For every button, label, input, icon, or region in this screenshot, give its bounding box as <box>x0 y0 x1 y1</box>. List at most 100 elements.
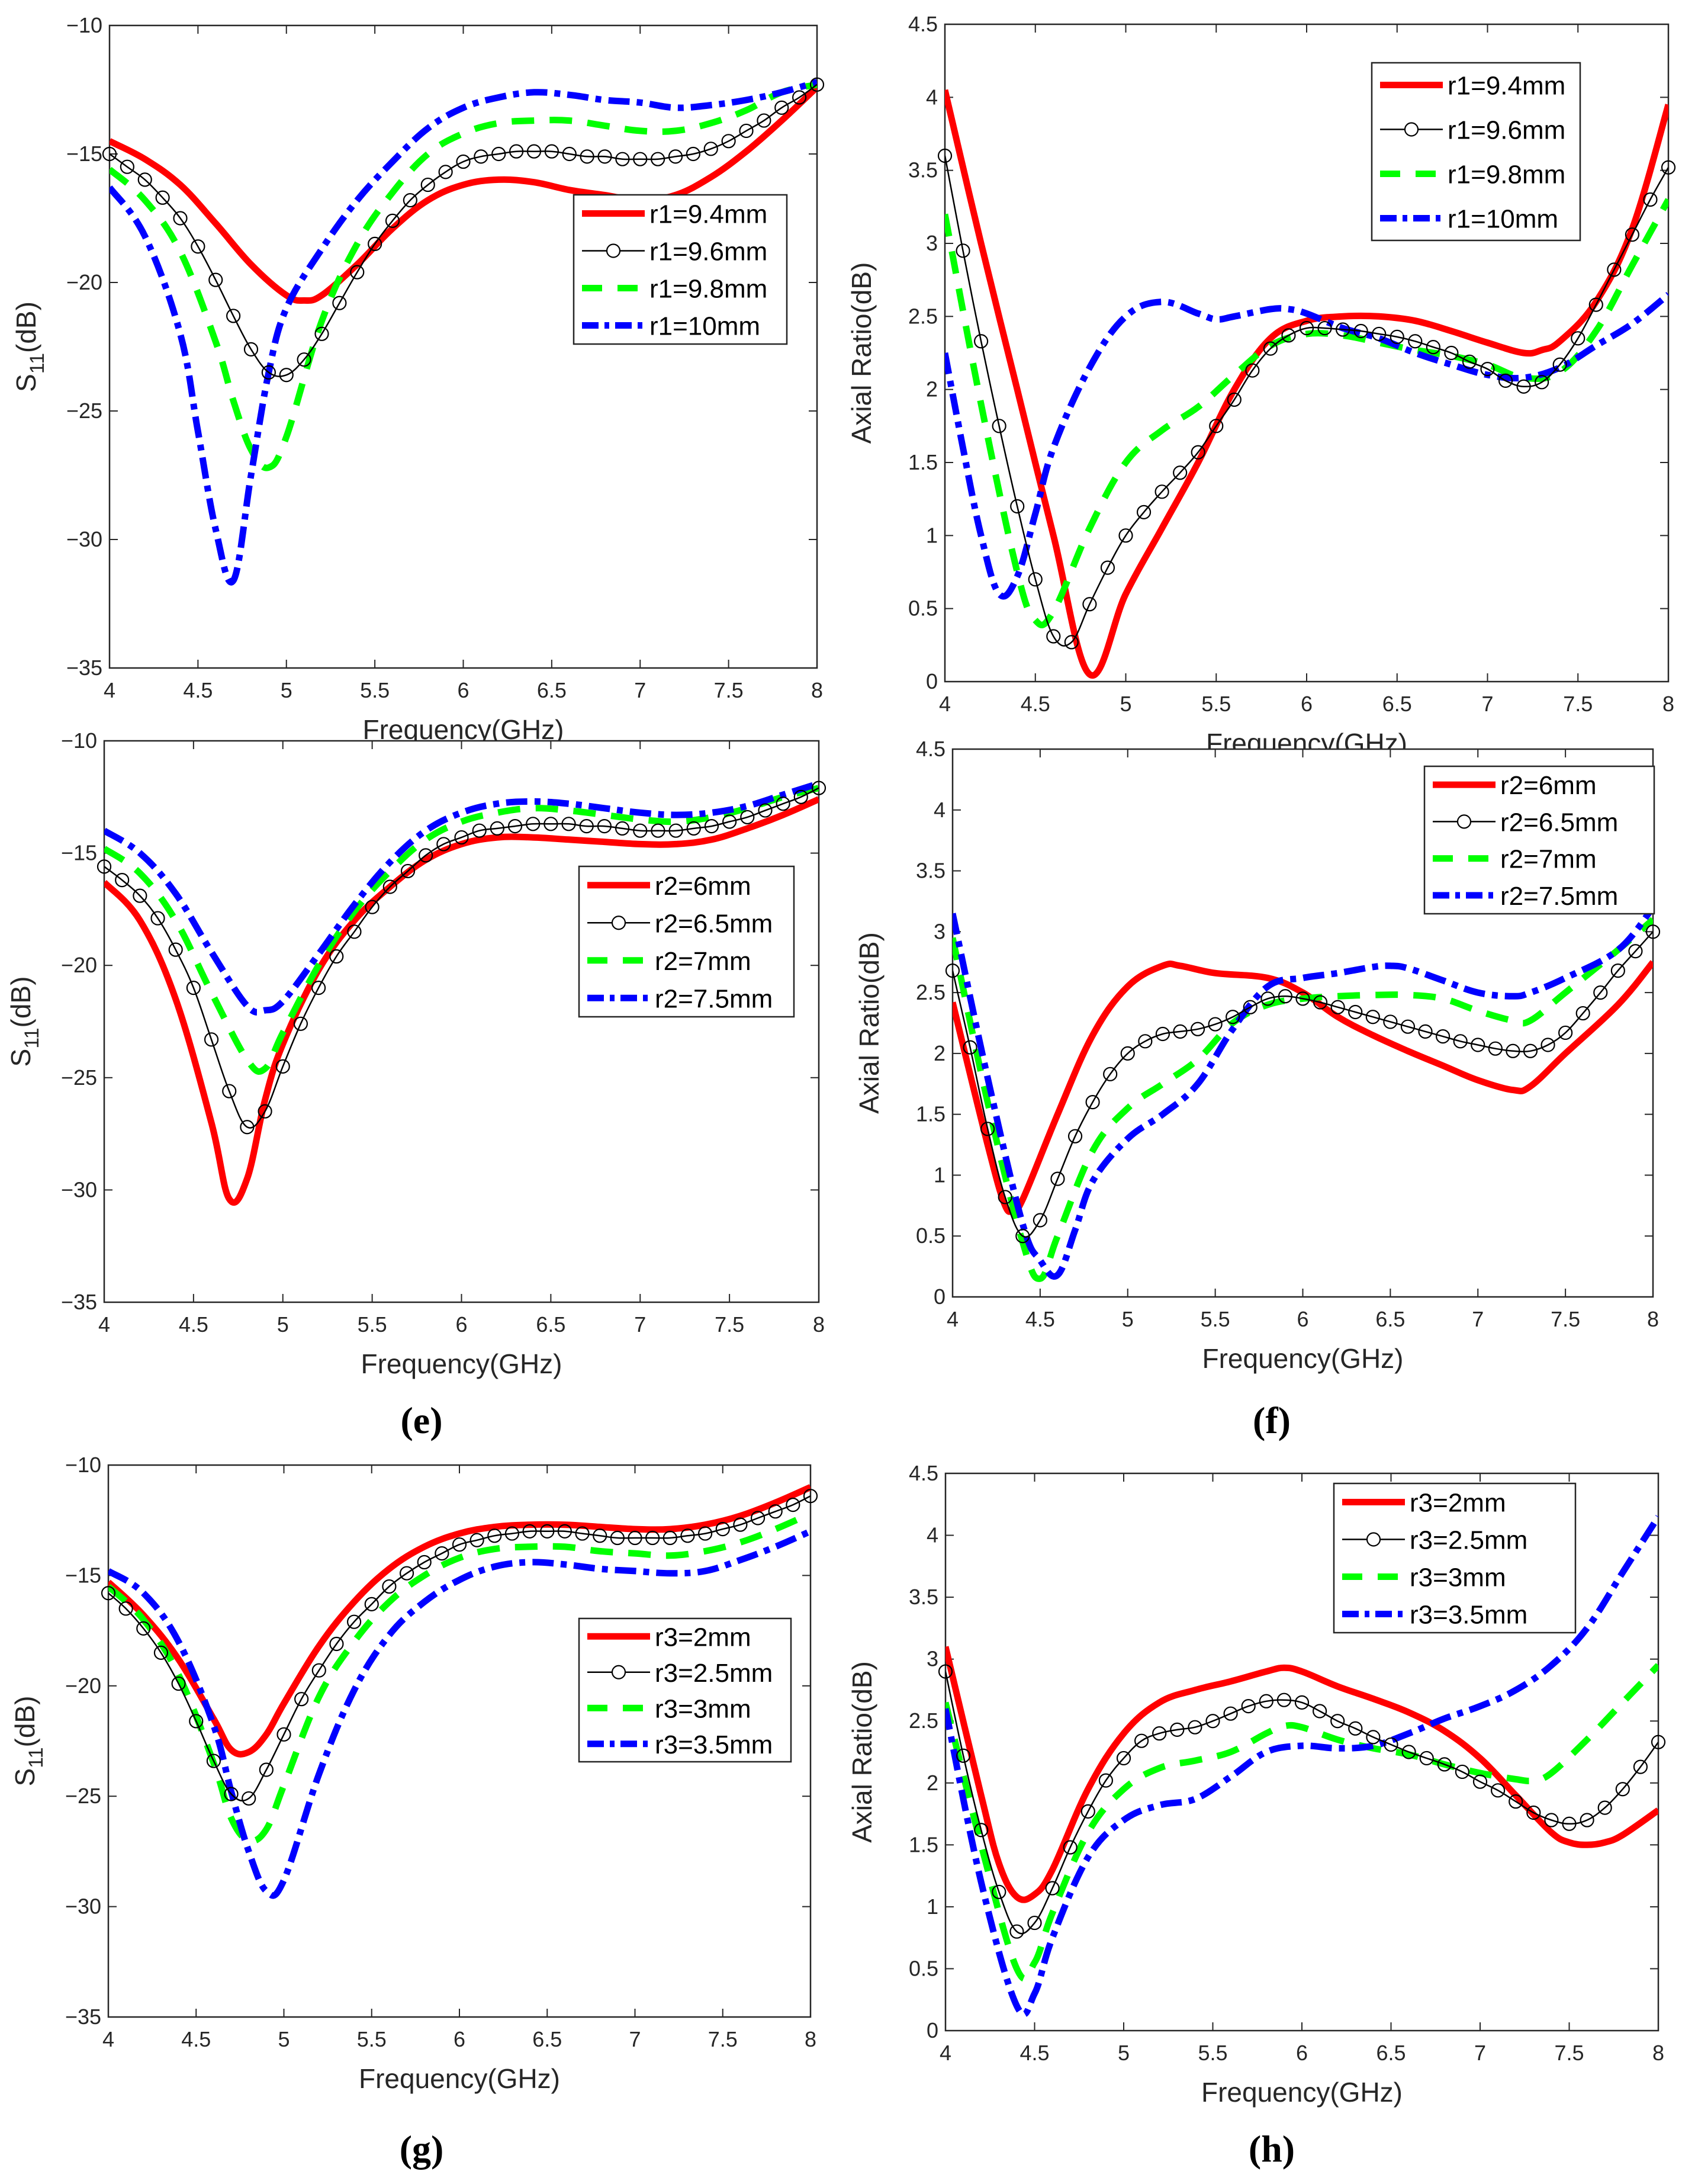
data-point-marker <box>1154 484 1169 499</box>
x-tick-label: 7 <box>1472 1307 1484 1331</box>
legend: r3=2mm r3=2.5mm r3=3mm r3=3.5mm <box>578 1617 792 1763</box>
data-point-marker <box>1544 1813 1559 1828</box>
data-point-marker <box>1472 1774 1488 1789</box>
y-tick-label: −15 <box>61 841 97 865</box>
data-point-marker <box>208 272 223 287</box>
data-point-marker <box>1330 1000 1345 1014</box>
series-group <box>110 79 817 586</box>
legend-label: r3=3mm <box>655 1694 751 1723</box>
x-tick-label: 5.5 <box>357 2027 387 2051</box>
data-point-marker <box>1480 362 1495 377</box>
legend-box <box>1423 765 1655 915</box>
legend-marker <box>611 916 626 930</box>
data-point-marker <box>365 900 380 914</box>
data-point-marker <box>1010 499 1025 514</box>
data-point-marker <box>1628 944 1643 959</box>
data-point-marker <box>261 365 276 380</box>
data-point-marker <box>1571 331 1585 346</box>
data-point-marker <box>715 1522 730 1537</box>
data-point-marker <box>540 1524 555 1539</box>
data-point-marker <box>956 1748 971 1763</box>
data-point-marker <box>945 963 960 978</box>
data-point-marker <box>792 90 807 105</box>
series-line-r1=9.6mm <box>945 155 1668 647</box>
data-point-marker <box>1419 1751 1434 1766</box>
data-point-marker <box>133 888 147 903</box>
y-axis-label: Axial Ratio(dB) <box>847 1661 877 1843</box>
legend-label: r3=3mm <box>1410 1563 1506 1592</box>
x-tick-label: 6 <box>1301 692 1313 716</box>
data-point-marker <box>1353 323 1368 339</box>
data-point-marker <box>1134 1733 1149 1748</box>
data-point-marker <box>1348 1721 1363 1736</box>
y-tick-label: −30 <box>65 1894 101 1919</box>
data-point-marker <box>417 1555 432 1570</box>
data-point-marker <box>1593 985 1608 1000</box>
data-point-marker <box>1226 1010 1240 1024</box>
x-tick-label: 6 <box>454 2027 465 2051</box>
data-point-marker <box>757 113 771 128</box>
x-tick-label: 4 <box>98 1312 110 1337</box>
x-tick-label: 5 <box>281 678 292 702</box>
data-point-marker <box>329 949 344 964</box>
series-line-r3=3.5mm <box>945 1515 1658 2018</box>
legend-label: r1=9.4mm <box>1448 72 1565 101</box>
data-point-marker <box>311 1663 326 1678</box>
data-point-marker <box>1313 1704 1327 1719</box>
y-axis-label: S11(dB) <box>5 977 43 1067</box>
data-point-marker <box>1462 354 1477 369</box>
series-line-r1=9.8mm <box>110 81 817 471</box>
data-point-marker <box>992 419 1006 433</box>
data-point-marker <box>1263 341 1278 356</box>
legend-box <box>1371 62 1581 242</box>
y-tick-label: 2.5 <box>909 1708 938 1733</box>
legend-label: r2=6mm <box>655 872 751 901</box>
data-point-marker <box>956 243 970 258</box>
data-point-marker <box>580 149 594 164</box>
y-tick-label: 0.5 <box>909 1956 938 1980</box>
series-line-r3=2mm <box>945 1646 1658 1903</box>
y-tick-label: −25 <box>61 1065 97 1090</box>
x-tick-label: 8 <box>1647 1307 1659 1331</box>
data-point-marker <box>579 818 594 834</box>
y-tick-label: −20 <box>66 270 102 294</box>
x-tick-label: 5 <box>1122 1307 1134 1331</box>
data-point-marker <box>992 1884 1006 1899</box>
y-tick-label: −20 <box>65 1674 101 1698</box>
data-point-marker <box>686 146 700 162</box>
data-point-marker <box>1437 1757 1452 1772</box>
legend: r1=9.4mm r1=9.6mm r1=9.8mm r1=10mm <box>1371 62 1581 242</box>
data-point-marker <box>1260 991 1275 1006</box>
data-point-marker <box>1227 392 1242 407</box>
data-point-marker <box>1245 363 1260 378</box>
data-point-marker <box>615 821 630 836</box>
data-point-marker <box>522 1524 537 1539</box>
data-point-marker <box>597 149 612 164</box>
data-point-marker <box>1610 963 1625 978</box>
data-point-marker <box>435 1546 449 1561</box>
x-tick-label: 7 <box>634 678 646 702</box>
y-tick-label: 4.5 <box>909 1461 938 1485</box>
data-point-marker <box>1085 1095 1100 1110</box>
series-group <box>108 1484 811 1899</box>
data-point-marker <box>1597 1800 1612 1815</box>
data-point-marker <box>1383 1014 1398 1029</box>
chart-panel-f: 4 4.5 5 5.5 6 6.5 7 7.5 8 0 0.5 1 1.5 2 2.5 3 3.5 4 4.5 Fre… <box>854 737 1661 1441</box>
data-point-marker <box>243 342 259 356</box>
data-point-marker <box>150 911 165 926</box>
data-point-marker <box>1278 989 1293 1004</box>
x-tick-label: 6 <box>1296 2041 1308 2065</box>
data-point-marker <box>364 1597 379 1611</box>
data-point-marker <box>385 213 400 228</box>
x-tick-label: 8 <box>813 1312 825 1337</box>
data-point-marker <box>155 190 170 205</box>
data-point-marker <box>651 152 665 166</box>
data-point-marker <box>1116 1751 1131 1766</box>
data-point-marker <box>597 818 612 834</box>
x-tick-label: 6.5 <box>1375 1307 1405 1331</box>
data-point-marker <box>1400 1019 1416 1034</box>
x-tick-label: 5.5 <box>1201 692 1231 716</box>
y-axis-label: Axial Ratio(dB) <box>846 262 877 444</box>
x-tick-label: 7 <box>629 2027 641 2051</box>
series-group <box>104 780 819 1206</box>
